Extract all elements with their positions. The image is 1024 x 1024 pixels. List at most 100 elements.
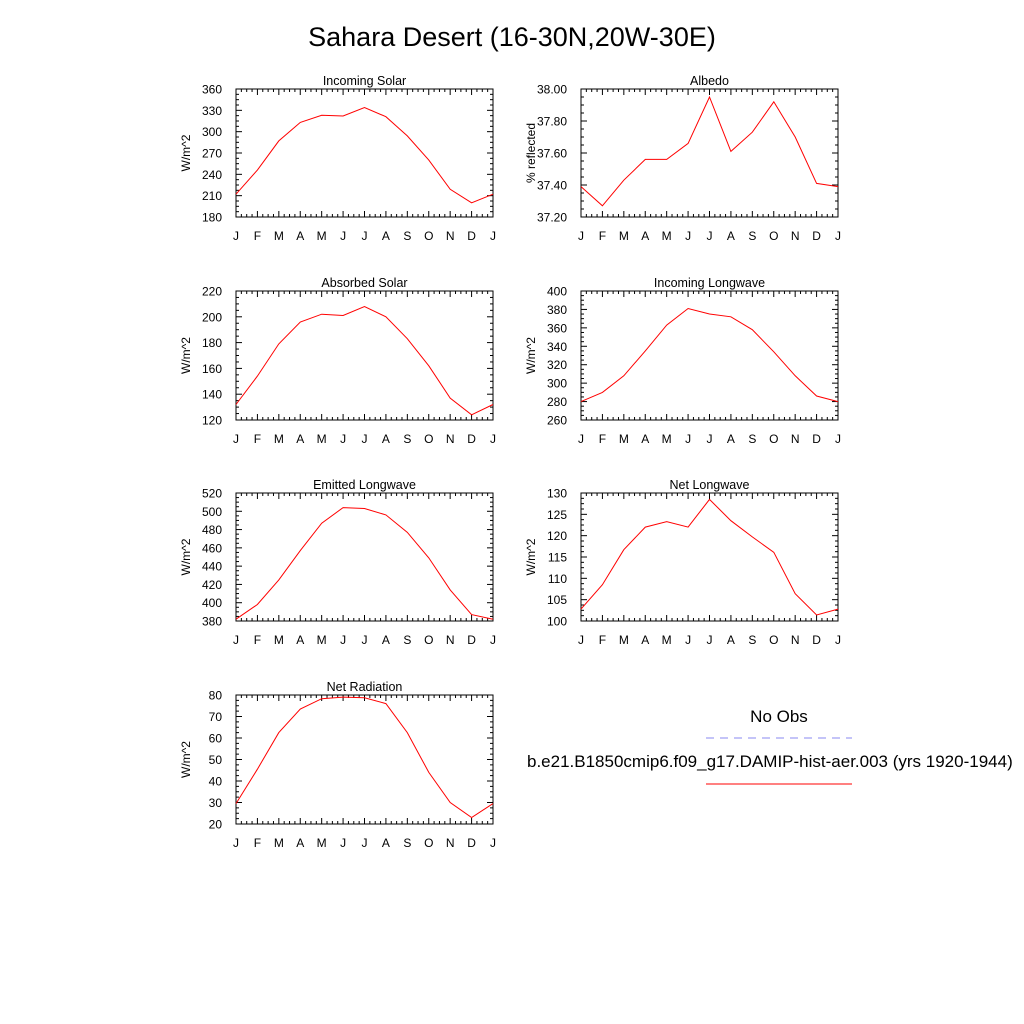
x-tick-label: F (599, 633, 606, 647)
y-tick-label: 200 (202, 310, 222, 324)
series-line (235, 106, 494, 204)
y-tick-label: 520 (202, 487, 222, 501)
panel-title: Incoming Solar (323, 74, 406, 88)
y-tick-label: 330 (202, 104, 222, 118)
x-tick-label: A (296, 229, 304, 243)
y-tick-label: 340 (547, 340, 567, 354)
x-tick-label: D (812, 229, 821, 243)
x-tick-label: J (685, 633, 691, 647)
x-tick-label: M (317, 432, 327, 446)
x-tick-label: J (707, 229, 713, 243)
x-tick-label: J (340, 432, 346, 446)
x-tick-label: O (424, 633, 433, 647)
legend: No Obs b.e21.B1850cmip6.f09_g17.DAMIP-hi… (527, 707, 1013, 785)
y-tick-label: 120 (547, 529, 567, 543)
x-tick-label: O (769, 229, 778, 243)
x-tick-label: J (362, 836, 368, 850)
x-tick-label: N (446, 633, 455, 647)
x-tick-label: M (274, 229, 284, 243)
x-tick-label: J (578, 633, 584, 647)
x-tick-label: S (403, 633, 411, 647)
y-tick-label: 270 (202, 147, 222, 161)
y-tick-label: 30 (209, 796, 223, 810)
y-tick-label: 125 (547, 508, 567, 522)
x-tick-label: S (403, 432, 411, 446)
x-tick-label: F (254, 432, 261, 446)
plot-frame (235, 290, 494, 421)
y-tick-label: 480 (202, 523, 222, 537)
y-axis-label: W/m^2 (179, 741, 193, 778)
x-tick-label: D (467, 633, 476, 647)
series-line (580, 95, 839, 207)
x-tick-label: N (446, 432, 455, 446)
x-tick-label: A (641, 633, 649, 647)
panel-title: Net Radiation (327, 680, 403, 694)
plot-frame (235, 88, 494, 218)
y-tick-label: 60 (209, 732, 223, 746)
x-tick-label: M (317, 633, 327, 647)
x-tick-label: A (727, 633, 735, 647)
x-tick-label: M (619, 432, 629, 446)
plot-frame (580, 88, 839, 218)
y-tick-label: 110 (548, 572, 567, 586)
y-tick-label: 400 (202, 596, 222, 610)
x-tick-label: N (791, 229, 800, 243)
x-tick-label: J (685, 229, 691, 243)
y-tick-label: 180 (202, 336, 222, 350)
y-tick-label: 130 (547, 487, 567, 501)
y-tick-label: 300 (547, 377, 567, 391)
y-axis-label: W/m^2 (179, 134, 193, 171)
x-tick-label: J (340, 836, 346, 850)
y-axis-label: W/m^2 (524, 337, 538, 374)
y-tick-label: 220 (202, 285, 222, 299)
y-tick-label: 360 (547, 321, 567, 335)
y-tick-label: 37.80 (537, 115, 567, 129)
y-tick-label: 260 (547, 414, 567, 428)
x-tick-label: M (619, 633, 629, 647)
plot-frame (580, 290, 839, 421)
y-tick-label: 38.00 (537, 83, 567, 97)
x-tick-label: D (812, 432, 821, 446)
y-tick-label: 37.20 (537, 211, 567, 225)
x-tick-label: J (490, 836, 496, 850)
x-tick-label: F (254, 836, 261, 850)
x-tick-label: F (254, 229, 261, 243)
panel-title: Net Longwave (670, 478, 750, 492)
x-tick-label: F (599, 229, 606, 243)
x-tick-label: M (662, 633, 672, 647)
x-tick-label: A (296, 633, 304, 647)
x-tick-label: J (707, 633, 713, 647)
y-tick-label: 140 (202, 388, 222, 402)
x-tick-label: A (382, 633, 390, 647)
x-tick-label: M (662, 229, 672, 243)
series-line (580, 307, 839, 403)
x-tick-label: M (274, 432, 284, 446)
series-line (580, 498, 839, 616)
y-tick-label: 300 (202, 125, 222, 139)
y-tick-label: 120 (202, 414, 222, 428)
y-tick-label: 115 (548, 551, 567, 565)
y-tick-label: 440 (202, 560, 222, 574)
x-tick-label: J (835, 633, 841, 647)
y-tick-label: 37.40 (537, 179, 567, 193)
y-tick-label: 500 (202, 505, 222, 519)
x-tick-label: D (467, 836, 476, 850)
x-tick-label: O (769, 432, 778, 446)
x-tick-label: N (446, 229, 455, 243)
x-tick-label: S (748, 432, 756, 446)
y-tick-label: 20 (209, 818, 223, 832)
x-tick-label: J (835, 229, 841, 243)
x-tick-label: A (382, 432, 390, 446)
x-tick-label: F (254, 633, 261, 647)
y-tick-label: 180 (202, 211, 222, 225)
main-title: Sahara Desert (16-30N,20W-30E) (308, 22, 716, 52)
series-line (235, 305, 494, 416)
x-tick-label: N (446, 836, 455, 850)
plot-frame (235, 694, 494, 825)
